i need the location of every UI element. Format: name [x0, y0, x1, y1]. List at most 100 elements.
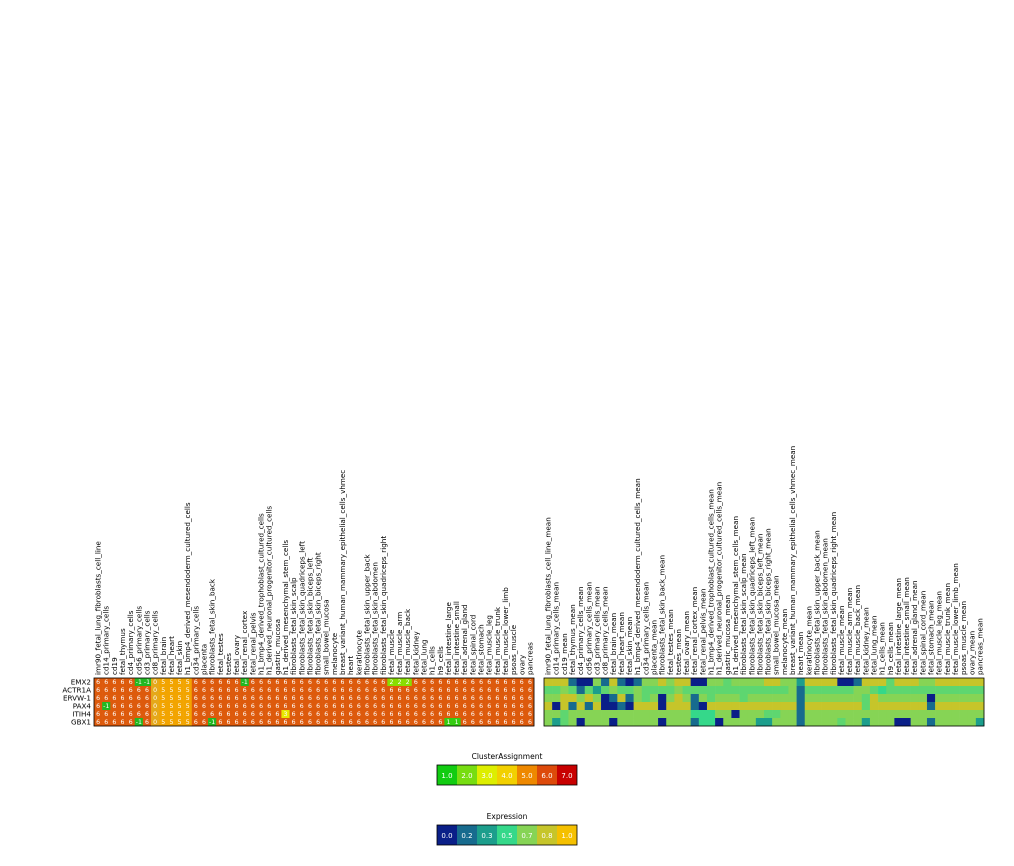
- heatmap-cell: [625, 678, 634, 687]
- cell-value-label: 5: [186, 703, 190, 710]
- heatmap-cell: [658, 686, 667, 695]
- heatmap-cell: [910, 678, 920, 687]
- legend-swatch: [437, 765, 457, 785]
- heatmap-cell: [625, 686, 634, 695]
- heatmap-cell: [706, 718, 716, 727]
- heatmap-cell: [485, 694, 494, 703]
- cell-value-label: 6: [129, 703, 133, 710]
- legend-label: 0.3: [481, 832, 492, 840]
- heatmap-cell: [837, 710, 846, 719]
- heatmap-cell: [584, 678, 594, 687]
- cell-value-label: 6: [438, 703, 442, 710]
- heatmap-cell: [387, 678, 396, 687]
- heatmap-cell: [379, 686, 388, 695]
- heatmap-cell: [918, 702, 928, 711]
- heatmap-cell: [159, 694, 168, 703]
- cell-value-label: 6: [422, 695, 426, 702]
- heatmap-cell: [191, 678, 201, 687]
- column-label: fetal_muscle_trunk_mean: [943, 583, 952, 675]
- heatmap-cell: [568, 678, 577, 687]
- heatmap-cell: [625, 710, 634, 719]
- heatmap-cell: [330, 678, 339, 687]
- heatmap-cell: [739, 718, 749, 727]
- cell-value-label: 6: [512, 687, 516, 694]
- heatmap-cell: [755, 702, 765, 711]
- heatmap-cell: [853, 702, 863, 711]
- heatmap-cell: [609, 702, 618, 711]
- cell-value-label: 6: [300, 711, 304, 718]
- heatmap-cell: [167, 702, 176, 711]
- legend-swatch: [517, 825, 537, 845]
- cell-value-label: 6: [332, 687, 336, 694]
- column-label: fetal_muscle_trunk: [493, 606, 502, 675]
- cell-value-label: 6: [267, 687, 271, 694]
- heatmap-cell: [419, 718, 429, 727]
- heatmap-cell: [387, 718, 396, 727]
- column-label: h1_cells: [428, 646, 437, 675]
- heatmap-cell: [894, 678, 903, 687]
- heatmap-cell: [468, 678, 478, 687]
- heatmap-cell: [764, 718, 773, 727]
- heatmap-cell: [362, 702, 372, 711]
- heatmap-cell: [525, 702, 535, 711]
- heatmap-cell: [560, 686, 569, 695]
- heatmap-cell: [354, 702, 364, 711]
- cell-value-label: 6: [267, 679, 271, 686]
- cell-value-label: 6: [487, 711, 491, 718]
- cell-value-label: 5: [178, 687, 182, 694]
- cell-value-label: 6: [145, 711, 149, 718]
- heatmap-cell: [273, 702, 282, 711]
- heatmap-cell: [755, 686, 765, 695]
- cell-value-label: 6: [316, 711, 320, 718]
- heatmap-cell: [232, 686, 241, 695]
- row-label: ACTR1A: [62, 686, 91, 695]
- cell-value-label: 6: [487, 719, 491, 726]
- cell-value-label: 6: [218, 711, 222, 718]
- heatmap-cell: [804, 686, 814, 695]
- column-label: cd4_primary_cells_mean: [576, 587, 585, 676]
- cell-value-label: 6: [504, 695, 508, 702]
- heatmap-cell: [191, 718, 201, 727]
- heatmap-cell: [552, 694, 561, 703]
- heatmap-cell: [812, 694, 822, 703]
- heatmap-cell: [544, 710, 553, 719]
- cell-value-label: 6: [324, 719, 328, 726]
- cell-value-label: 5: [186, 711, 190, 718]
- heatmap-cell: [517, 710, 527, 719]
- heatmap-cell: [338, 694, 347, 703]
- heatmap-cell: [959, 710, 969, 719]
- heatmap-cell: [552, 718, 561, 727]
- heatmap-cell: [715, 694, 724, 703]
- column-label: fibroblasts_fetal_skin_abdomen: [371, 562, 380, 675]
- cell-value-label: 6: [520, 687, 524, 694]
- cell-value-label: 6: [495, 679, 499, 686]
- heatmap-cell: [886, 702, 895, 711]
- cell-value-label: 6: [251, 719, 255, 726]
- heatmap-cell: [330, 686, 339, 695]
- heatmap-cell: [248, 718, 258, 727]
- heatmap-cell: [772, 718, 781, 727]
- cell-value-label: 6: [381, 679, 385, 686]
- heatmap-cell: [951, 710, 960, 719]
- cell-value-label: 5: [169, 703, 173, 710]
- column-label: ovary_mean: [967, 631, 976, 675]
- cell-value-label: 6: [495, 711, 499, 718]
- heatmap-cell: [747, 686, 757, 695]
- heatmap-cell: [289, 678, 299, 687]
- legend-label: 1.0: [441, 772, 452, 780]
- cell-value-label: 6: [210, 711, 214, 718]
- heatmap-cell: [796, 678, 806, 687]
- cell-value-label: 6: [332, 679, 336, 686]
- cell-value-label: 6: [381, 687, 385, 694]
- heatmap-cell: [682, 702, 691, 711]
- legend-frame: [436, 764, 578, 786]
- column-label: melanocyte: [330, 632, 339, 675]
- legend-swatch: [457, 765, 477, 785]
- cell-value-label: 6: [438, 719, 442, 726]
- heatmap-cell: [265, 694, 274, 703]
- heatmap-cell: [232, 694, 241, 703]
- heatmap-cell: [208, 702, 217, 711]
- heatmap-cell: [183, 710, 193, 719]
- heatmap-cell: [501, 702, 510, 711]
- heatmap-cell: [959, 686, 969, 695]
